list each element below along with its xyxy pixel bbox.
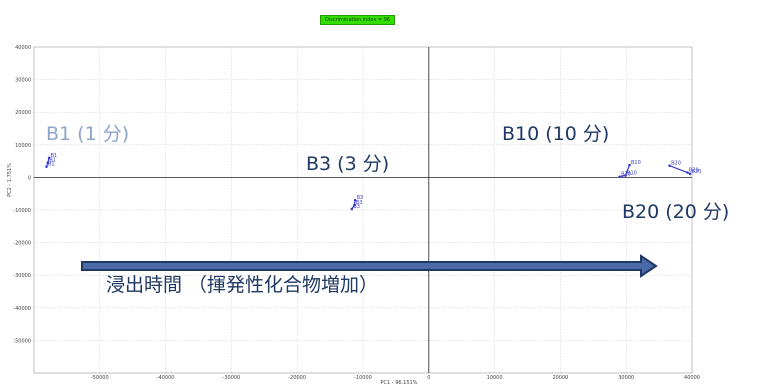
point-label: B10 <box>627 170 637 176</box>
arrow-caption: 浸出時間 （揮発性化合物増加） <box>106 274 378 296</box>
y-tick-label: 10000 <box>15 143 31 149</box>
x-tick-label: -30000 <box>223 375 241 381</box>
point-label: B3 <box>356 200 363 206</box>
y-tick-label: 0 <box>28 175 31 181</box>
data-point <box>45 165 48 168</box>
data-point <box>353 198 357 202</box>
y-tick-label: 30000 <box>15 78 31 84</box>
data-point <box>686 171 689 174</box>
data-point <box>688 172 692 176</box>
point-label: B1 <box>48 162 55 168</box>
data-point <box>46 161 50 165</box>
annotation-b1: B1 (1 分) <box>46 123 129 145</box>
data-point <box>668 164 671 167</box>
x-tick-label: -20000 <box>288 375 306 381</box>
point-label: B10 <box>631 160 641 166</box>
y-axis-title: PC2 - 1.751% <box>7 163 13 197</box>
grid-layer <box>33 46 693 374</box>
point-label: B20 <box>671 161 681 167</box>
data-point <box>47 156 51 160</box>
data-point <box>618 175 621 179</box>
point-label: B10 <box>621 172 631 178</box>
y-tick-label: 20000 <box>15 110 31 116</box>
discrimination-index-badge: Discrimination index = 96 <box>320 15 396 25</box>
x-axis-title: PC1 - 96.151% <box>381 380 418 386</box>
x-tick-label: 10000 <box>487 375 503 381</box>
data-point <box>628 163 631 167</box>
data-point <box>350 207 354 211</box>
time-arrow <box>81 254 658 278</box>
point-label: B1 <box>51 153 58 159</box>
annotation-b3: B3 (3 分) <box>306 153 389 175</box>
x-tick-label: 20000 <box>552 375 568 381</box>
point-label: B1 <box>49 158 56 164</box>
axes-layer <box>34 47 692 373</box>
y-tick-label: 40000 <box>15 45 31 51</box>
x-tick-label: 0 <box>427 375 430 381</box>
x-tick-label: -50000 <box>91 375 109 381</box>
tick-labels-layer: -50000 -40000 -30000 -20000 -10000 0 10000 2000… <box>13 45 700 381</box>
point-label: B20 <box>692 169 702 175</box>
y-tick-label: -30000 <box>13 273 31 279</box>
data-point <box>624 174 627 177</box>
y-tick-label: -20000 <box>13 241 31 247</box>
annotation-b20: B20 (20 分) <box>622 201 729 223</box>
x-tick-label: 40000 <box>684 375 700 381</box>
y-tick-label: -40000 <box>13 306 31 312</box>
x-tick-label: -10000 <box>354 375 372 381</box>
annotation-b10: B10 (10 分) <box>502 123 609 145</box>
y-tick-label: -10000 <box>13 208 31 214</box>
x-tick-label: 30000 <box>618 375 634 381</box>
point-label: B3 <box>357 195 364 201</box>
point-label: B3 <box>353 204 360 210</box>
point-label: B20 <box>689 168 699 174</box>
data-point <box>353 203 356 207</box>
y-tick-label: -50000 <box>13 338 31 344</box>
x-tick-label: -40000 <box>157 375 175 381</box>
